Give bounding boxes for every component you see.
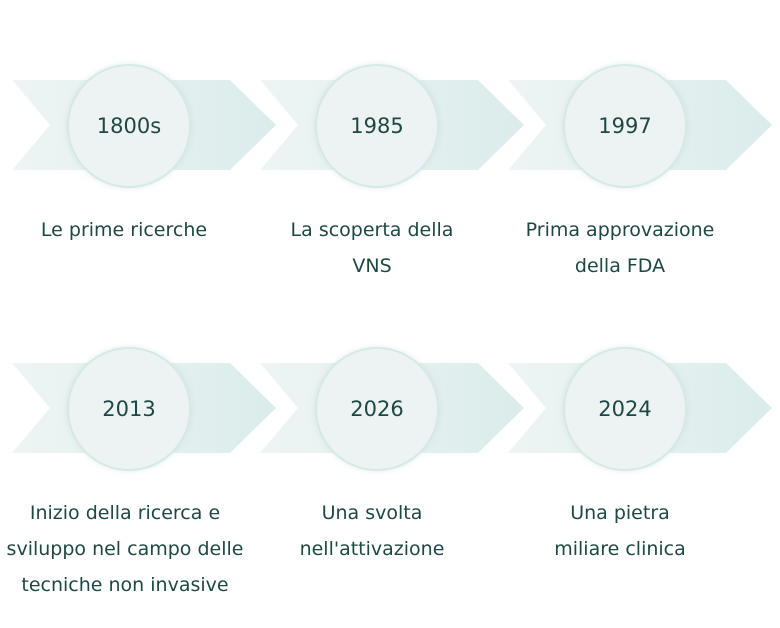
year-circle: 2013 — [67, 347, 191, 471]
milestone-text: Prima approvazione della FDA — [525, 219, 715, 277]
milestone-text: Una pietra miliare clinica — [554, 502, 686, 560]
milestone: 1800s Le prime ricerche — [0, 0, 276, 283]
year-circle: 1997 — [563, 64, 687, 188]
milestone: 1997 Prima approvazione della FDA — [496, 0, 772, 283]
milestone-label: Una pietra miliare clinica — [486, 495, 754, 567]
milestone: 1985 La scoperta della VNS — [248, 0, 524, 283]
milestone-label: Le prime ricerche — [0, 212, 258, 248]
milestone-label: Prima approvazione della FDA — [486, 212, 754, 284]
milestone-label: Inizio della ricerca e sviluppo nel camp… — [0, 495, 258, 603]
year-circle: 1800s — [67, 64, 191, 188]
milestone: 2013 Inizio della ricerca e sviluppo nel… — [0, 283, 276, 596]
year: 1800s — [96, 114, 162, 138]
year: 2026 — [350, 397, 404, 421]
year: 1997 — [598, 114, 652, 138]
year-circle: 2026 — [315, 347, 439, 471]
milestone: 2026 Una svolta nell'attivazione — [248, 283, 524, 566]
milestone-text: Le prime ricerche — [40, 219, 208, 241]
year: 1985 — [350, 114, 404, 138]
milestone-text: Una svolta nell'attivazione — [299, 502, 445, 560]
year-circle: 1985 — [315, 64, 439, 188]
milestone: 2024 Una pietra miliare clinica — [496, 283, 772, 566]
milestone-text: Inizio della ricerca e sviluppo nel camp… — [6, 502, 244, 596]
year-circle: 2024 — [563, 347, 687, 471]
milestone-label: Una svolta nell'attivazione — [238, 495, 506, 567]
year: 2024 — [598, 397, 652, 421]
milestone-label: La scoperta della VNS — [238, 212, 506, 284]
year: 2013 — [102, 397, 156, 421]
milestone-text: La scoperta della VNS — [290, 219, 454, 277]
